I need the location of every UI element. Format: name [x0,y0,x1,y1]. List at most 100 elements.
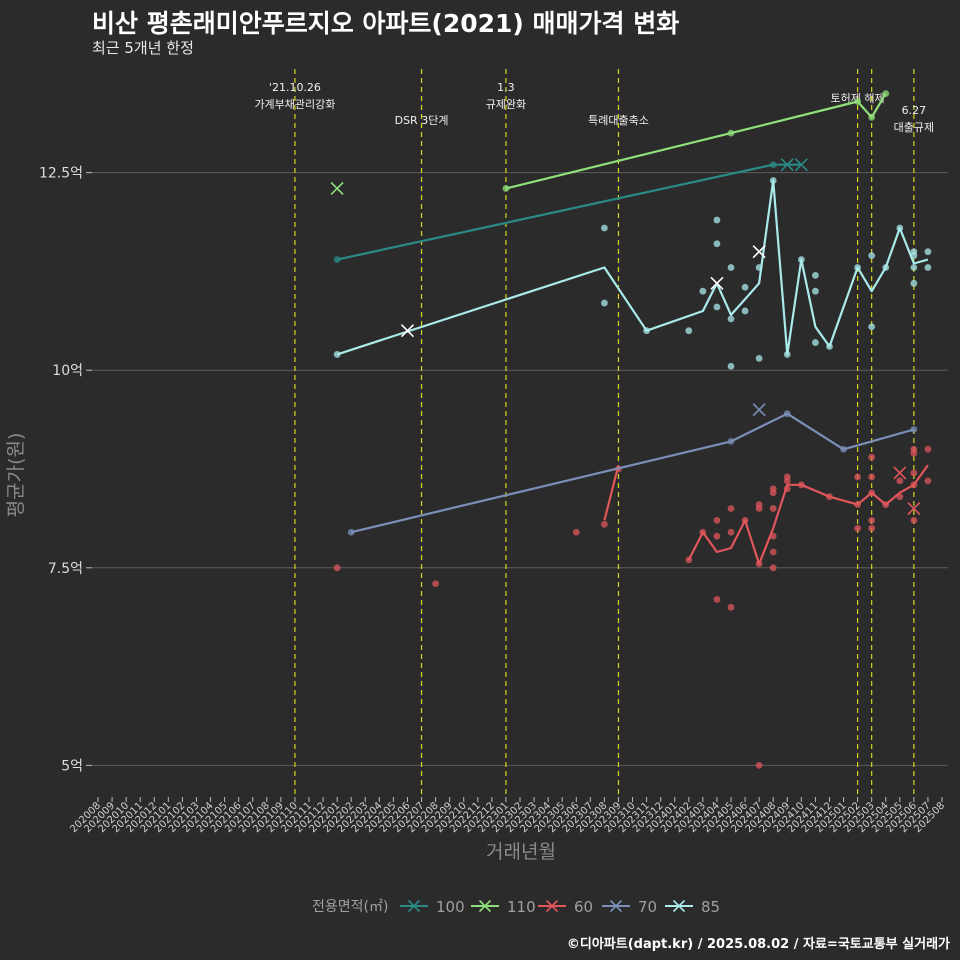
series-110-line [505,93,887,190]
series-60-point [755,761,763,769]
series-100-cross [794,158,808,172]
series-60-point [910,445,918,453]
cross-stroke [330,181,344,196]
event-label: 특례대출축소 [588,114,649,127]
event-label: 규제완화 [486,98,526,111]
series-85-point [812,339,819,346]
series-60-point [854,473,861,481]
legend-label: 110 [507,898,536,916]
series-60-point [601,520,608,528]
series-70-line [350,412,915,534]
cross-stroke [752,245,766,259]
series-60-point [924,445,932,453]
event-label: 대출규제 [894,121,934,134]
y-tick-label: 12.5억 [39,166,83,182]
series-60-point [713,532,721,540]
legend-title: 전용면적(㎡) [312,899,388,915]
series-60-point [713,596,721,603]
legend-label: 100 [436,898,465,916]
series-85-point [924,248,932,256]
series-60-point [713,516,721,524]
series-85-point [713,303,721,311]
series-85-point [727,362,735,370]
series-60-point [727,603,735,611]
series-85-point [727,315,735,323]
y-tick-label: 7.5억 [48,561,83,577]
event-label: DSR 3단계 [395,114,449,127]
cross-stroke [710,276,724,290]
series-60-point [896,477,904,485]
series-85-point [713,216,721,224]
series-60-point [868,516,876,524]
y-tick-label: 10억 [52,363,83,379]
series-60-point [727,505,735,512]
series-100-line [336,163,802,261]
series-60-line [603,464,620,521]
series-85-point [868,252,876,260]
series-85-point [741,307,749,315]
series-60-point [769,485,777,493]
series-60-point [727,528,735,536]
event-label: 1.3 [497,81,515,94]
series-60-point [769,505,777,512]
legend-key-cross [407,899,421,913]
series-60-point [910,469,918,477]
series-85-point [601,299,608,307]
event-label: '21.10.26 [269,81,321,94]
series-60-point [868,473,876,481]
chart-subtitle: 최근 5개년 한정 [92,39,194,57]
source-caption: ©디아파트(dapt.kr) / 2025.08.02 / 자료=국토교통부 실… [566,937,950,952]
series-85-point [741,283,749,291]
series-85-cross [710,276,724,290]
series-60-point [924,477,932,485]
series-60-point [868,524,876,532]
series-85-point [812,271,819,279]
legend-key-cross [609,899,623,913]
cross-stroke [794,158,808,172]
y-tick-label: 5억 [61,758,83,774]
series-85-point [713,240,721,248]
axis-layer: 5억7.5억10억12.5억20200820200920201020201120… [39,166,947,835]
series-60-point [854,524,861,532]
series-60-cross [893,466,907,480]
series-60-point [910,516,918,524]
series-60-point [868,453,876,461]
series-100-cross [780,158,794,172]
series-85-point [868,323,876,331]
series-85-point [685,327,693,335]
series-60-point [572,528,580,536]
series-110-cross [330,181,344,196]
cross-stroke [893,466,907,480]
series-60-point [755,505,763,512]
series-70-cross [752,403,766,417]
legend-key-cross [545,899,559,913]
series-60-point [769,548,777,556]
series-85-point [910,264,918,271]
legend-label: 70 [638,898,657,916]
cross-stroke [780,158,794,172]
series-85-point [601,224,608,232]
series-85-line [336,179,929,356]
legend-label: 60 [574,898,593,916]
series-85-point [910,248,918,256]
legend-key-cross [672,899,686,913]
series-85-point [812,287,819,295]
chart-title: 비산 평촌래미안푸르지오 아파트(2021) 매매가격 변화 [92,9,680,38]
series-70-point [347,528,355,536]
grid-layer [92,172,948,766]
x-axis-title: 거래년월 [486,841,556,863]
legend-key-cross [478,899,492,913]
series-85-point [910,279,918,287]
event-label: 6.27 [902,104,927,117]
series-85-cross [752,245,766,259]
y-axis-title: 평균가(원) [5,433,27,518]
series-60-cross [907,501,921,516]
series-85-cross [400,324,415,338]
series-85-point [755,354,763,362]
series-85-point [727,264,735,271]
series-layer [330,90,932,769]
cross-stroke [400,324,415,338]
series-60-point [333,564,341,572]
